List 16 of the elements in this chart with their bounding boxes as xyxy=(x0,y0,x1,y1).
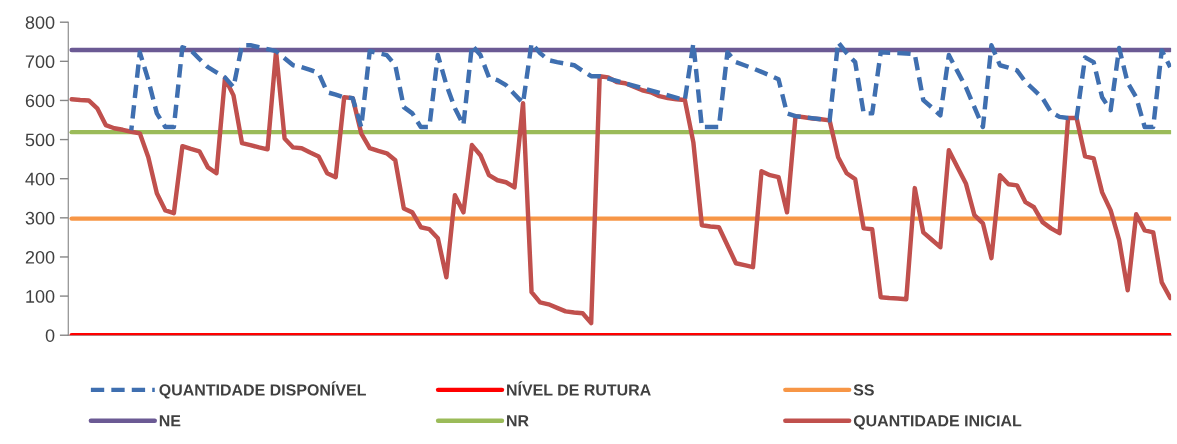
y-tick-label: 200 xyxy=(25,250,55,264)
legend-label: NR xyxy=(507,415,529,427)
line-series xyxy=(129,39,1172,133)
y-tick-label: 600 xyxy=(25,94,55,108)
legend-label: QUANTIDADE DISPONÍVEL xyxy=(159,381,366,399)
legend-label: SS xyxy=(853,384,874,396)
legend-label: NÍVEL DE RUTURA xyxy=(507,381,651,396)
legend-label: NE xyxy=(159,415,181,427)
y-tick-label: 300 xyxy=(25,211,55,225)
y-tick-label: 100 xyxy=(26,290,55,303)
y-tick-label: 0 xyxy=(45,329,55,342)
y-tick-label: 500 xyxy=(25,133,55,147)
y-tick-label: 700 xyxy=(25,55,55,69)
legend-label: QUANTIDADE INICIAL xyxy=(853,415,1022,430)
y-tick-label: 800 xyxy=(25,16,55,29)
y-tick-label: 400 xyxy=(25,172,55,186)
